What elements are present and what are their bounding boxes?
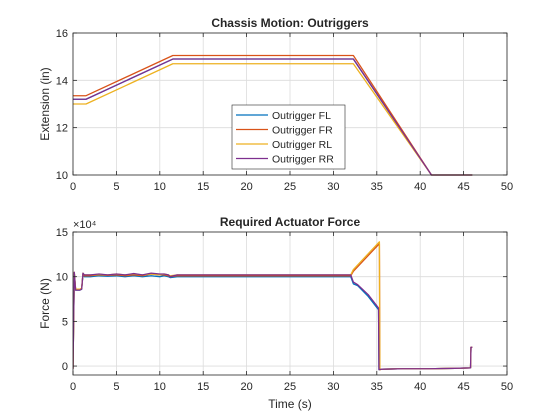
y-axis-label: Extension (in)	[38, 67, 52, 140]
legend-label-3: Outrigger RL	[272, 139, 332, 151]
y-tick-label: 0	[62, 361, 68, 373]
y-axis-label: Force (N)	[38, 278, 52, 329]
y-tick-label: 16	[56, 28, 68, 40]
series-line-4	[73, 271, 473, 371]
x-tick-label: 30	[327, 181, 339, 193]
legend-label-2: Outrigger FR	[272, 125, 333, 137]
series-group	[73, 241, 473, 371]
legend: Outrigger FL Outrigger FR Outrigger RL Outr…	[231, 104, 346, 170]
x-tick-label: 50	[501, 181, 513, 193]
x-tick-label: 0	[70, 181, 76, 193]
x-tick-label: 5	[113, 181, 119, 193]
y-tick-label: 15	[56, 227, 68, 239]
x-tick-label: 10	[154, 381, 166, 393]
y-tick-label: 10	[56, 272, 68, 284]
y-exponent-label: ×10⁴	[73, 219, 97, 231]
legend-label-1: Outrigger FL	[272, 110, 331, 122]
y-tick-label: 5	[62, 316, 68, 328]
x-tick-label: 45	[457, 181, 469, 193]
x-tick-label: 5	[113, 381, 119, 393]
x-tick-label: 20	[240, 181, 252, 193]
x-tick-label: 15	[197, 181, 209, 193]
legend-label-4: Outrigger RR	[272, 154, 334, 166]
chart-2: 0 5 10 15 20 25 30 35 40 45 50 0 5 10 15 Required Actua…	[38, 215, 513, 411]
x-tick-label: 30	[327, 381, 339, 393]
y-tick-label: 12	[56, 123, 68, 135]
x-tick-label: 10	[154, 181, 166, 193]
x-tick-label: 25	[284, 181, 296, 193]
x-tick-label: 20	[240, 381, 252, 393]
y-tick-label: 14	[56, 75, 68, 87]
x-axis-label: Time (s)	[268, 397, 312, 411]
y-tick-label: 10	[56, 170, 68, 182]
x-tick-label: 40	[414, 381, 426, 393]
x-tick-label: 45	[457, 381, 469, 393]
chart-1: 0 5 10 15 20 25 30 35 40 45 50 10 12 14 16 Chassis Moti…	[38, 16, 513, 193]
x-tick-label: 25	[284, 381, 296, 393]
chart-title: Chassis Motion: Outriggers	[211, 16, 369, 30]
x-tick-label: 50	[501, 381, 513, 393]
x-tick-label: 35	[371, 381, 383, 393]
chart-title: Required Actuator Force	[220, 215, 361, 229]
x-tick-label: 15	[197, 381, 209, 393]
x-tick-label: 35	[371, 181, 383, 193]
x-tick-label: 0	[70, 381, 76, 393]
x-tick-label: 40	[414, 181, 426, 193]
